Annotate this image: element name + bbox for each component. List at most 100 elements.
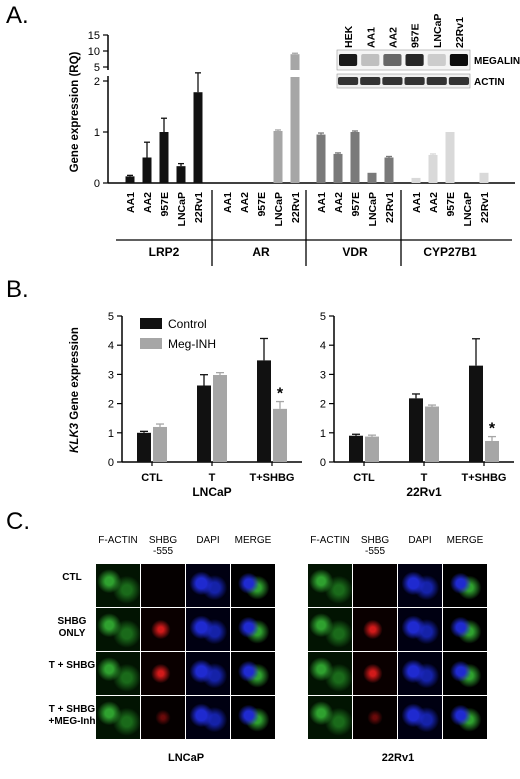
- bar-a-ar: [290, 77, 300, 183]
- bar-a-lrp2: [193, 92, 203, 183]
- stain-pattern: [398, 608, 442, 651]
- stain-pattern: [96, 652, 140, 695]
- tick-label-b-22rv1-y: 5: [320, 311, 326, 323]
- tick-label-a-x: 22Rv1: [479, 192, 491, 223]
- micro-col-header: SHBG -555: [148, 535, 178, 557]
- stain-pattern: [443, 608, 487, 651]
- blot-band-megalin: [449, 54, 468, 66]
- stain-pattern: [353, 564, 397, 607]
- micrograph-merge-tile: [231, 564, 275, 607]
- bar-a-lrp2: [159, 132, 169, 183]
- panel-b-letter: B.: [6, 276, 29, 303]
- bar-a-cyp27b1: [445, 132, 455, 183]
- micrograph-f-actin-tile: [96, 564, 140, 607]
- tick-label-b-22rv1-x: T: [421, 472, 428, 484]
- tick-label-b-22rv1-y: 2: [320, 399, 326, 411]
- tick-label-a-x: 22Rv1: [384, 192, 396, 223]
- tick-label-b-lnc-y: 1: [108, 428, 114, 440]
- tick-label-a-x: AA1: [222, 192, 234, 213]
- stain-pattern: [353, 696, 397, 739]
- micrograph-dapi-tile: [398, 608, 442, 651]
- stain-pattern: [186, 696, 230, 739]
- tick-label-a-x: 957E: [350, 192, 362, 217]
- bar-b-22rv1-control: [349, 435, 363, 462]
- bar-b-22rv1-control: [469, 365, 483, 462]
- tick-label-b-22rv1-y: 4: [320, 340, 326, 352]
- tick-label-b-22rv1-y: 3: [320, 369, 326, 381]
- tick-label-a-x: AA1: [125, 192, 137, 213]
- legend-label-control: Control: [168, 317, 207, 331]
- micrograph-shbg-555-tile: [353, 652, 397, 695]
- tick-label-a-y: 10: [88, 46, 100, 58]
- stain-pattern: [398, 696, 442, 739]
- micrograph-dapi-tile: [398, 564, 442, 607]
- micrograph-shbg-555-tile: [141, 696, 185, 739]
- micro-col-header: F-ACTIN: [310, 535, 350, 546]
- tick-label-b-lnc-y: 5: [108, 311, 114, 323]
- group-label-a: CYP27B1: [423, 245, 477, 259]
- tick-label-a-x: AA2: [239, 192, 251, 213]
- tick-label-b-lnc-y: 4: [108, 340, 114, 352]
- stain-pattern: [353, 608, 397, 651]
- micrograph-f-actin-tile: [96, 696, 140, 739]
- tick-label-a-x: AA2: [428, 192, 440, 213]
- blot-band-megalin: [427, 54, 446, 66]
- tick-label-a-x: LNCaP: [462, 192, 474, 226]
- bar-a-cyp27b1: [411, 177, 421, 183]
- panel-c-letter: C.: [6, 508, 30, 535]
- blot-band-megalin: [405, 54, 424, 66]
- micrograph-shbg-555-tile: [353, 696, 397, 739]
- tick-label-a-y: 15: [88, 30, 100, 42]
- stain-pattern: [231, 696, 275, 739]
- stain-pattern: [231, 564, 275, 607]
- tick-label-a-x: AA2: [333, 192, 345, 213]
- micro-col-header: F-ACTIN: [98, 535, 138, 546]
- micro-col-header: MERGE: [446, 535, 484, 546]
- stain-pattern: [141, 608, 185, 651]
- tick-label-a-x: LNCaP: [367, 192, 379, 226]
- micro-row-header: SHBG ONLY: [57, 616, 87, 639]
- bar-a-lrp2: [142, 157, 152, 183]
- axis-b-ylabel-gene: KLK3: [69, 422, 81, 453]
- micrograph-merge-tile: [231, 652, 275, 695]
- bar-b-22rv1-meg-inh: [485, 440, 499, 462]
- stain-pattern: [353, 652, 397, 695]
- tick-label-b-22rv1-x: CTL: [353, 472, 375, 484]
- bar-b-lnc-meg-inh: [213, 374, 227, 462]
- bar-a-vdr: [350, 132, 360, 183]
- micrograph-panel-label: LNCaP: [167, 752, 205, 764]
- blot-band-actin: [404, 77, 425, 85]
- stain-pattern: [308, 696, 352, 739]
- stain-pattern: [443, 564, 487, 607]
- blot-band-megalin: [361, 54, 380, 66]
- bar-a-vdr: [333, 153, 343, 183]
- tick-label-b-22rv1-x: T+SHBG: [462, 472, 507, 484]
- micro-col-header: DAPI: [196, 535, 220, 546]
- stain-pattern: [186, 564, 230, 607]
- blot-lane-label: 22Rv1: [454, 17, 466, 48]
- stain-pattern: [231, 608, 275, 651]
- tick-label-a-y: 0: [94, 178, 100, 190]
- axis-b-lnc-xlabel: LNCaP: [192, 485, 231, 499]
- blot-lane-label: LNCaP: [432, 14, 444, 48]
- tick-label-a-y: 5: [94, 62, 100, 74]
- bar-b-22rv1-control: [409, 398, 423, 462]
- stain-pattern: [231, 652, 275, 695]
- bar-b-lnc-meg-inh: [153, 426, 167, 462]
- bar-b-lnc-control: [257, 360, 271, 462]
- bar-a-lrp2: [125, 176, 135, 183]
- blot-band-actin: [448, 77, 469, 85]
- stain-pattern: [141, 652, 185, 695]
- bar-b-22rv1-meg-inh: [365, 436, 379, 462]
- bar-b-lnc-meg-inh: [273, 408, 287, 462]
- tick-label-a-x: 22Rv1: [290, 192, 302, 223]
- tick-label-a-x: 957E: [445, 192, 457, 217]
- stain-pattern: [398, 652, 442, 695]
- stain-pattern: [186, 652, 230, 695]
- micrograph-dapi-tile: [186, 652, 230, 695]
- micro-row-header: T + SHBG: [48, 660, 96, 671]
- tick-label-a-y: 2: [94, 76, 100, 88]
- blot-band-actin: [338, 77, 359, 85]
- stain-pattern: [443, 652, 487, 695]
- bar-b-22rv1-meg-inh: [425, 406, 439, 462]
